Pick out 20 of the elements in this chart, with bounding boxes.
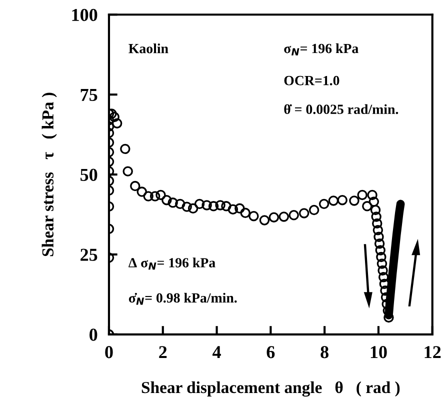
y-tick-label: 75: [80, 89, 98, 102]
x-tick-label: 6: [266, 346, 275, 358]
annotation: Δ σ$_{N}$= 196 kPa: [128, 258, 216, 270]
y-axis-title: Shear stress τ ( kPa ): [42, 92, 57, 256]
annotation: σ$_{N}$= 196 kPa: [284, 43, 358, 56]
x-tick-label: 2: [159, 346, 167, 358]
y-tick-label: 0: [90, 328, 98, 341]
x-tick-label: 0: [105, 346, 113, 358]
x-tick-label: 8: [320, 346, 328, 358]
y-tick-label: 50: [80, 168, 98, 181]
annotation: OCR=1.0: [284, 76, 340, 86]
annotation: Kaolin: [128, 44, 168, 54]
y-tick-label: 100: [72, 8, 98, 22]
annotation: σ̇$_{N}$= 0.98 kPa/min.: [128, 292, 237, 305]
x-tick-label: 10: [370, 346, 387, 358]
y-tick-label: 25: [80, 248, 98, 261]
x-tick-label: 12: [424, 346, 441, 358]
x-axis-title: Shear displacement angle θ ( rad ): [142, 381, 400, 397]
x-tick-label: 4: [212, 346, 221, 358]
annotation: θ̇ = 0.0025 rad/min.: [284, 104, 398, 114]
